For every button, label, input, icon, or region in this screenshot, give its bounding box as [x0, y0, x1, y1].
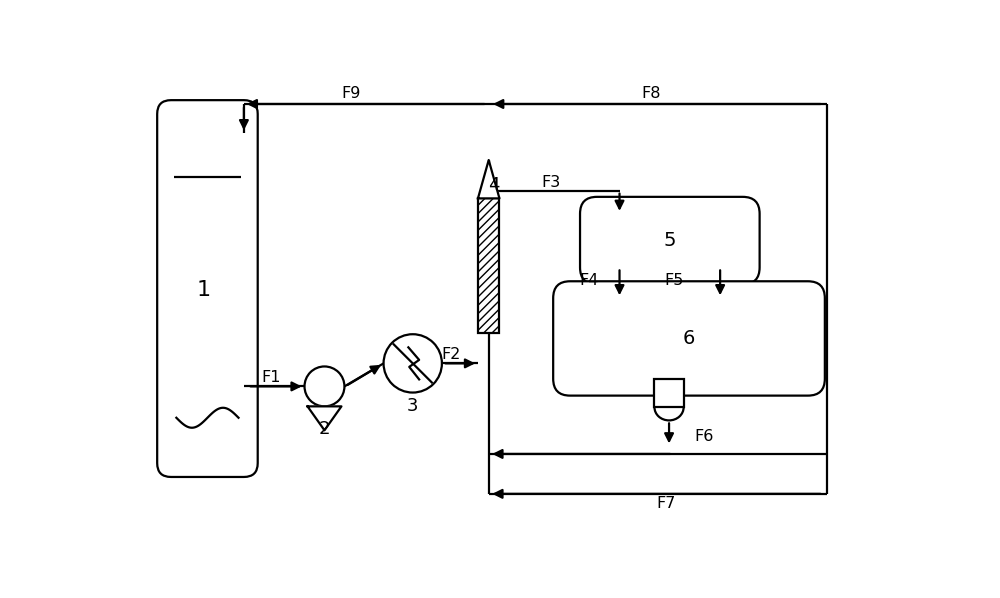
FancyBboxPatch shape	[157, 100, 258, 477]
Text: 4: 4	[488, 176, 500, 194]
Text: F2: F2	[441, 347, 461, 362]
Text: 6: 6	[683, 329, 695, 348]
Polygon shape	[308, 407, 341, 431]
Text: F7: F7	[656, 496, 676, 511]
Text: 5: 5	[664, 231, 676, 250]
Bar	[478, 199, 499, 332]
Text: F9: F9	[342, 86, 361, 100]
Polygon shape	[478, 160, 499, 199]
Text: 2: 2	[319, 420, 330, 438]
Text: 1: 1	[197, 280, 211, 300]
Text: F5: F5	[664, 273, 683, 288]
Text: F3: F3	[541, 175, 560, 190]
Text: 3: 3	[407, 396, 418, 414]
Text: F1: F1	[261, 370, 281, 385]
Text: F4: F4	[580, 273, 599, 288]
Text: F8: F8	[641, 86, 660, 100]
Text: F6: F6	[695, 429, 714, 444]
FancyBboxPatch shape	[580, 197, 760, 284]
FancyBboxPatch shape	[553, 281, 825, 396]
Bar	[654, 379, 684, 407]
